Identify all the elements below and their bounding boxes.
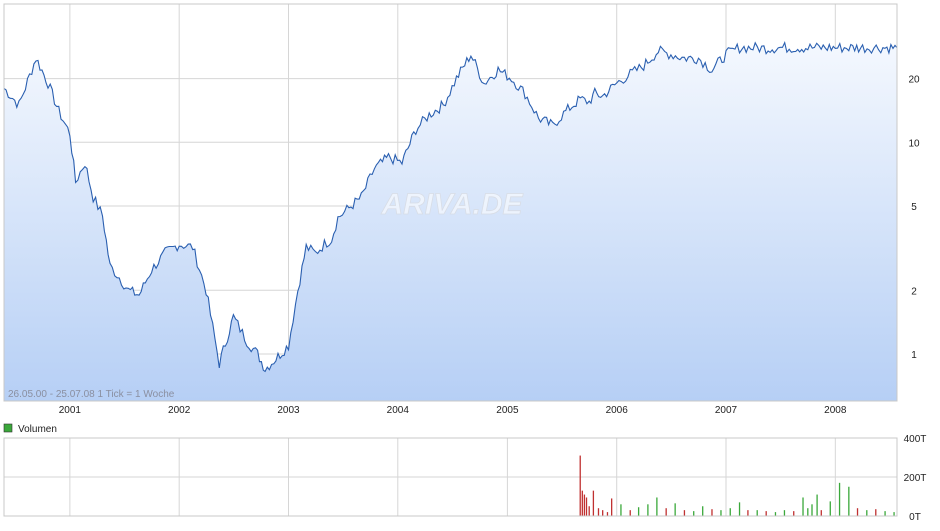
y-axis-labels: 1 2 5 10 20 (908, 75, 920, 361)
volume-bar (702, 506, 704, 516)
volume-bar (711, 509, 713, 516)
volume-bar (802, 497, 804, 516)
volume-bar (875, 509, 877, 516)
volume-bar (602, 510, 604, 516)
volume-bar (585, 497, 588, 516)
volume-bar (581, 490, 583, 516)
volume-bar (597, 508, 600, 516)
volume-bar (774, 512, 777, 516)
volume-bar (893, 512, 895, 516)
price-area-fill (4, 42, 897, 401)
volume-legend: Volumen (3, 423, 57, 435)
volume-grid (4, 438, 897, 516)
volume-bar (588, 506, 590, 516)
volume-bar (637, 507, 640, 516)
volume-y-axis-labels: 400T 200T 0T (904, 434, 927, 523)
x-tick-label: 2001 (59, 405, 82, 416)
x-tick-label: 2004 (387, 405, 410, 416)
volume-bar (807, 508, 809, 516)
y-tick-label: 2 (911, 286, 917, 297)
x-tick-label: 2008 (824, 405, 847, 416)
y-tick-label: 10 (908, 138, 920, 149)
volume-frame (3, 437, 898, 517)
volume-bar (656, 497, 658, 516)
volume-bar (592, 490, 595, 516)
volume-bar (674, 503, 676, 516)
volume-bar (606, 512, 609, 516)
volume-bar (848, 486, 850, 516)
x-tick-label: 2002 (168, 405, 191, 416)
volume-bar (579, 455, 581, 516)
volume-y-tick-label: 200T (904, 473, 927, 484)
x-tick-label: 2003 (277, 405, 300, 416)
volume-y-tick-label: 0T (909, 512, 921, 523)
watermark: ARIVA.DE (380, 188, 523, 221)
x-tick-label: 2006 (606, 405, 629, 416)
volume-bar (620, 504, 622, 516)
volume-bar (683, 510, 686, 516)
period-label: 26.05.00 - 25.07.08 1 Tick = 1 Woche (8, 389, 175, 400)
y-tick-label: 20 (908, 75, 920, 86)
volume-bar (765, 511, 767, 516)
volume-bar (629, 510, 631, 516)
volume-bar (665, 508, 667, 516)
volume-bar (838, 482, 841, 516)
volume-legend-swatch (3, 423, 13, 433)
volume-bar (884, 511, 886, 516)
volume-bar (793, 511, 795, 516)
volume-bar (783, 510, 786, 516)
volume-bar (747, 510, 749, 516)
y-tick-label: 5 (911, 202, 917, 213)
x-tick-label: 2005 (496, 405, 519, 416)
volume-bar (693, 511, 695, 516)
y-tick-label: 1 (911, 350, 917, 361)
volume-bars (579, 455, 895, 516)
volume-bar (811, 504, 813, 516)
volume-legend-label: Volumen (18, 424, 57, 435)
volume-bar (729, 508, 731, 516)
volume-bar (816, 494, 818, 516)
volume-y-tick-label: 400T (904, 434, 927, 445)
volume-bar (738, 502, 741, 516)
x-axis-labels: 2001 2002 2003 2004 2005 2006 2007 2008 (59, 405, 847, 416)
volume-bar (856, 508, 859, 516)
price-line (3, 41, 898, 373)
volume-bar (829, 501, 831, 516)
volume-bar (866, 510, 868, 516)
volume-bar (756, 510, 758, 516)
price-frame (3, 3, 898, 402)
volume-bar (820, 510, 822, 516)
volume-bar (583, 494, 586, 516)
volume-bar (611, 498, 613, 516)
volume-bar (647, 504, 649, 516)
volume-bar (720, 510, 722, 516)
x-tick-label: 2007 (715, 405, 738, 416)
